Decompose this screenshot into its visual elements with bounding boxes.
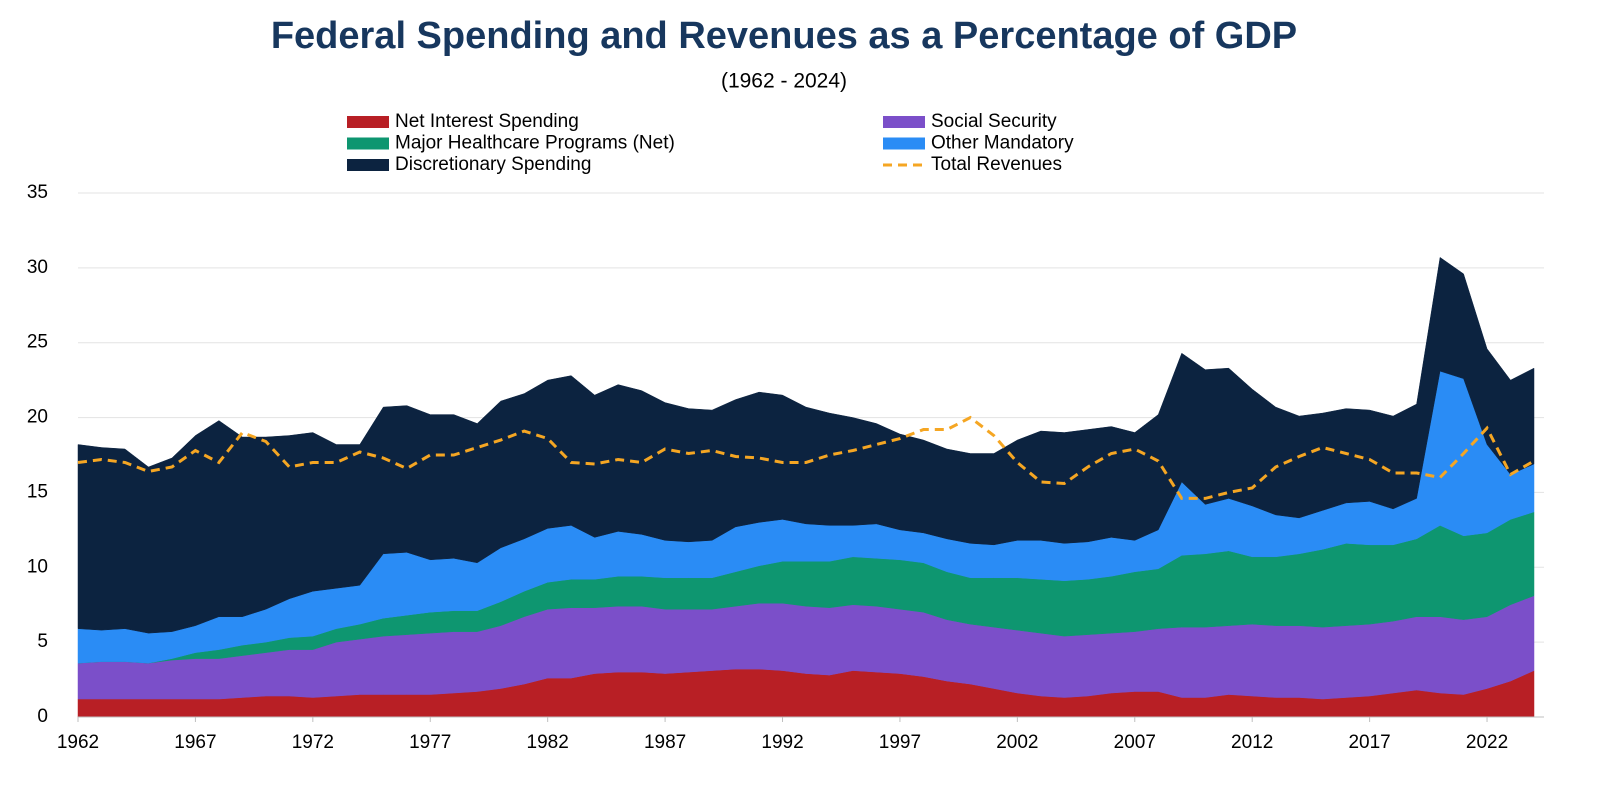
- x-tick-label: 1962: [57, 732, 99, 753]
- x-tick-label: 2012: [1231, 732, 1273, 753]
- y-tick-label: 15: [27, 481, 48, 502]
- legend-swatch: [883, 116, 925, 128]
- x-tick-label: 2017: [1348, 732, 1390, 753]
- legend-label: Net Interest Spending: [395, 111, 579, 132]
- legend-label: Social Security: [931, 111, 1057, 132]
- legend-swatch: [883, 137, 925, 150]
- x-tick-label: 1987: [644, 732, 686, 753]
- y-tick-label: 0: [37, 706, 48, 727]
- x-tick-label: 2002: [996, 732, 1038, 753]
- legend-swatch: [347, 137, 389, 150]
- y-tick-label: 5: [37, 631, 48, 652]
- area-series: [77, 256, 1535, 634]
- y-tick-label: 35: [27, 182, 48, 203]
- y-tick-label: 25: [27, 332, 48, 353]
- x-tick-label: 2022: [1466, 732, 1508, 753]
- x-tick-label: 1992: [761, 732, 803, 753]
- x-tick-label: 1967: [174, 732, 216, 753]
- legend-swatch: [347, 159, 389, 171]
- legend-label: Total Revenues: [931, 154, 1062, 175]
- legend-label: Discretionary Spending: [395, 154, 591, 175]
- y-tick-label: 10: [27, 556, 48, 577]
- y-tick-label: 20: [27, 407, 48, 428]
- x-tick-label: 2007: [1114, 732, 1156, 753]
- chart-subtitle: (1962 - 2024): [721, 70, 847, 93]
- legend-swatch: [347, 116, 389, 128]
- x-tick-label: 1982: [527, 732, 569, 753]
- x-tick-label: 1972: [292, 732, 334, 753]
- chart-title: Federal Spending and Revenues as a Perce…: [271, 15, 1297, 57]
- legend-label: Major Healthcare Programs (Net): [395, 133, 675, 154]
- x-tick-label: 1977: [409, 732, 451, 753]
- line-series: [77, 415, 1535, 500]
- x-tick-label: 1997: [879, 732, 921, 753]
- areas: [77, 256, 1535, 718]
- y-tick-label: 30: [27, 257, 48, 278]
- legend-label: Other Mandatory: [931, 133, 1074, 154]
